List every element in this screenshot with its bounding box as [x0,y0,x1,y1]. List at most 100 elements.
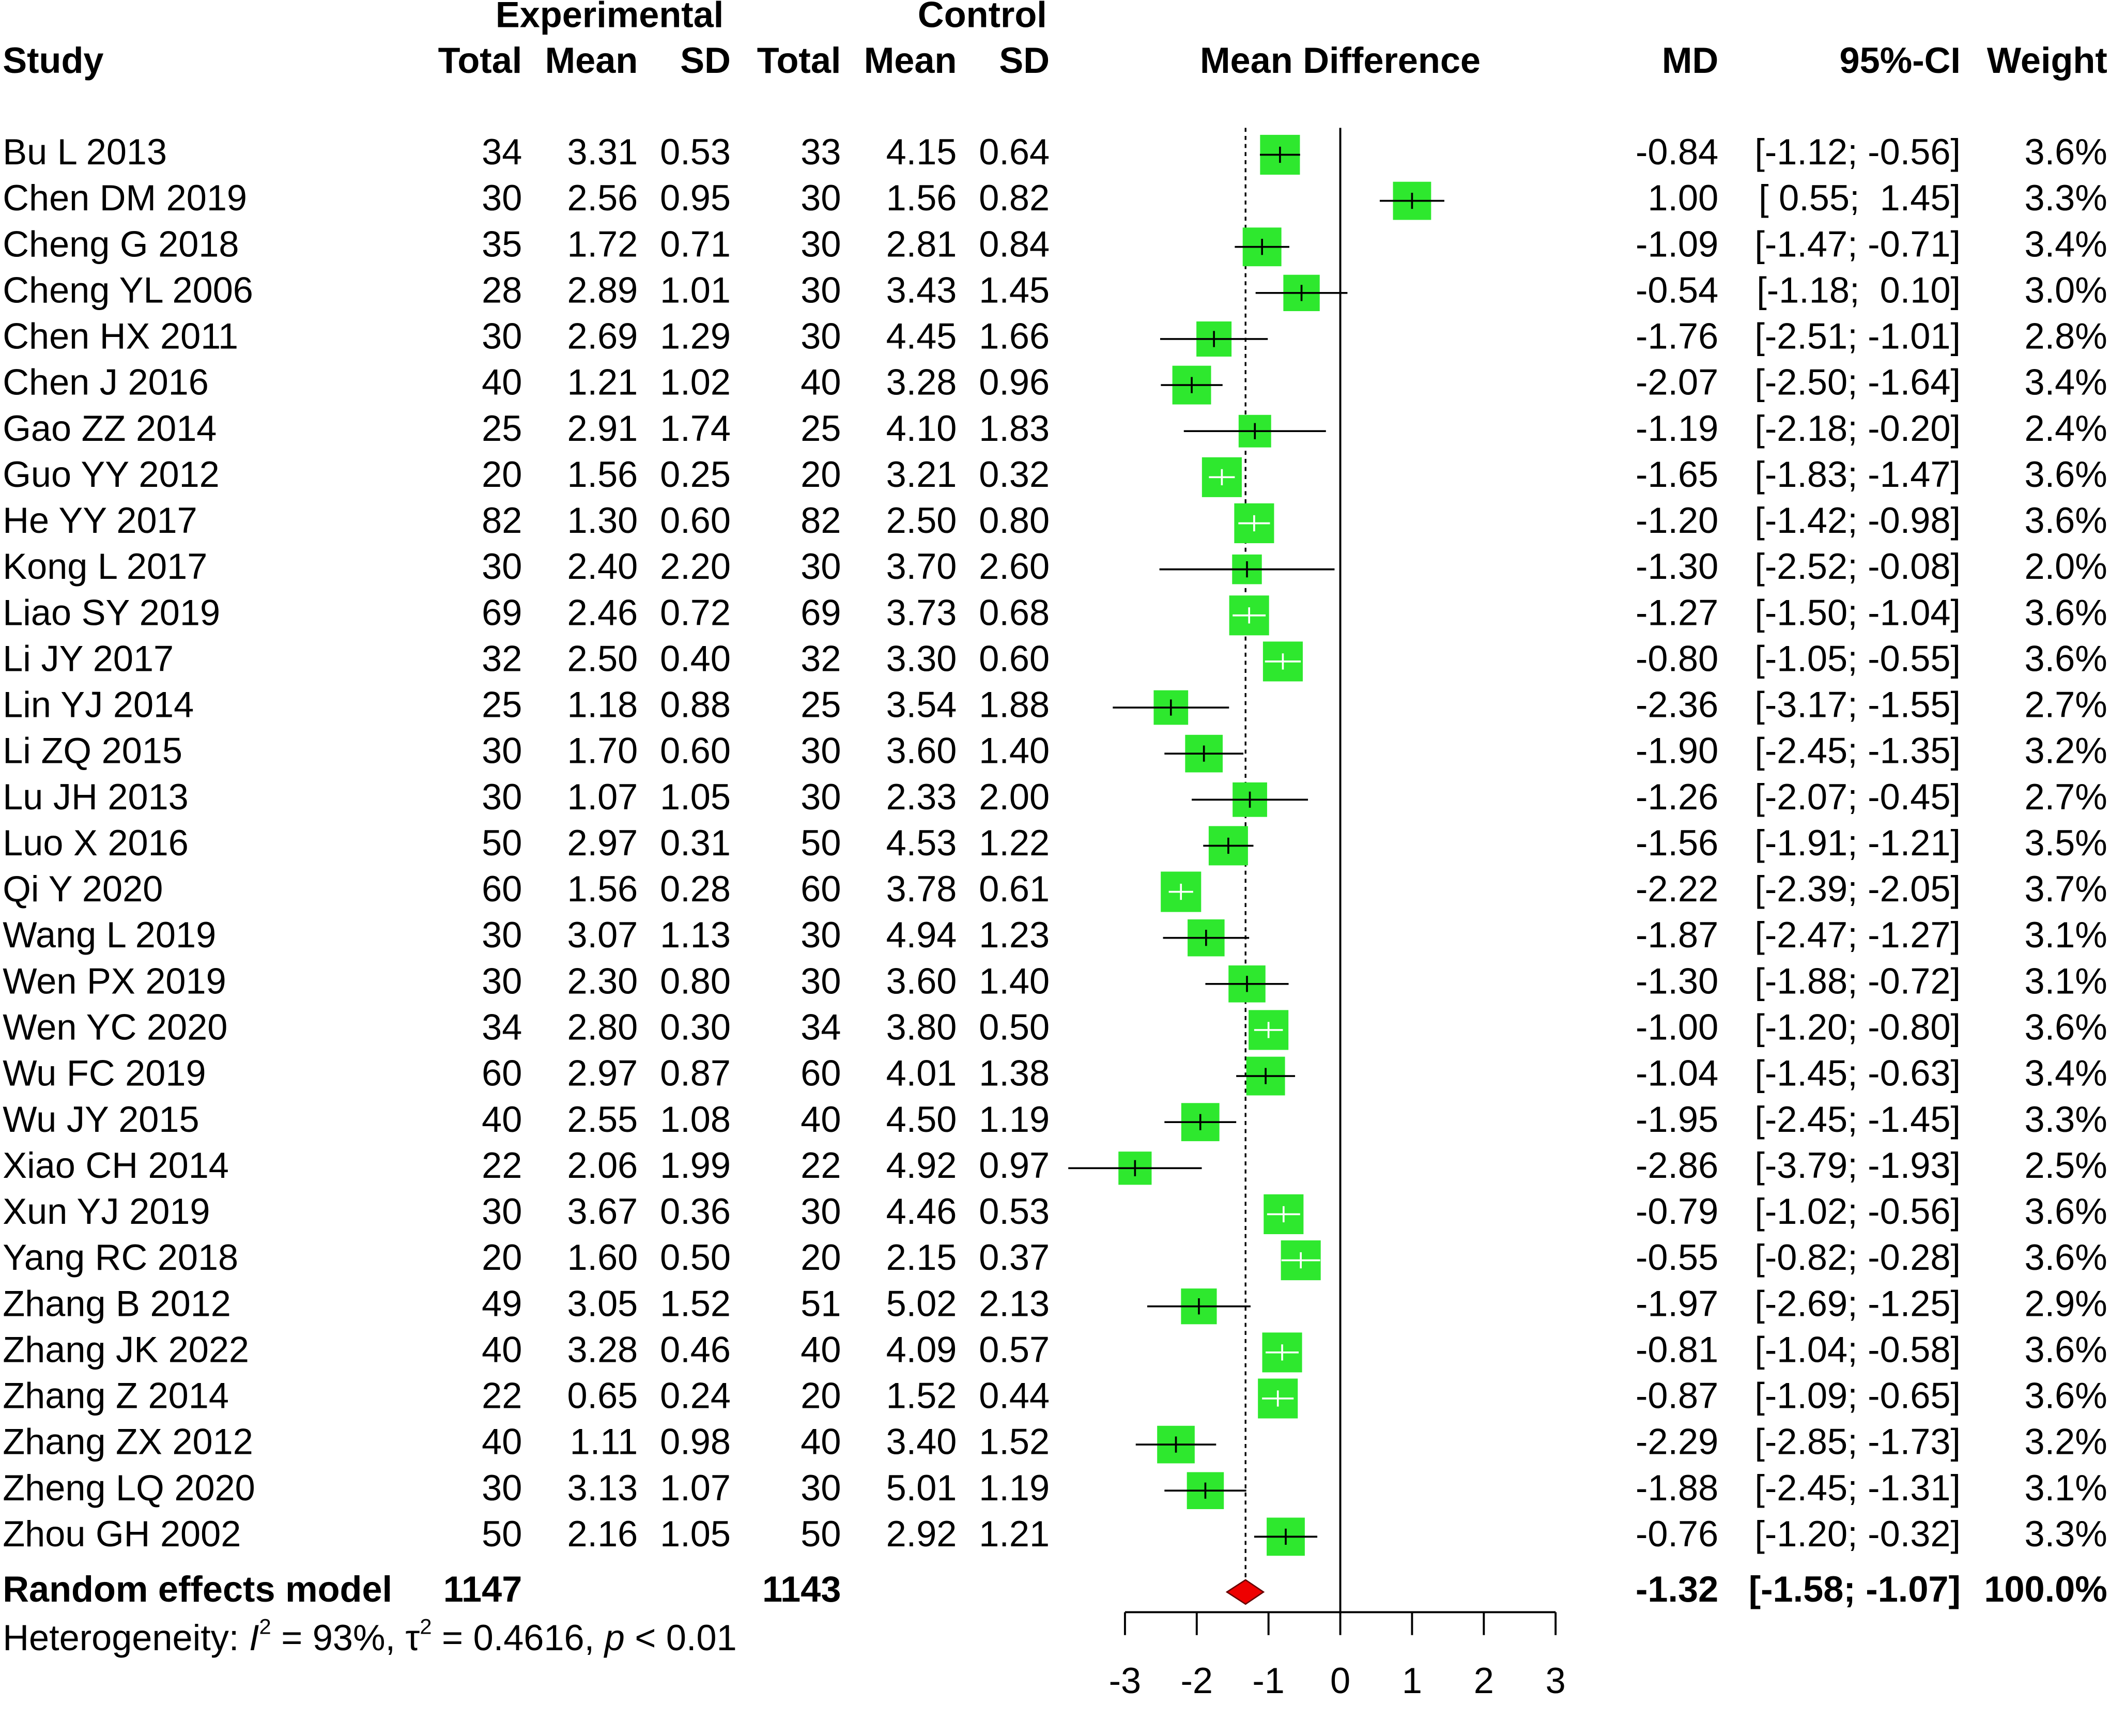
table-cell: 0.30 [660,1007,731,1048]
table-cell: 60 [800,868,841,909]
x-tick-label: 0 [1330,1660,1350,1701]
table-cell: 22 [482,1375,522,1416]
ci-label: [-1.12; -0.56] [1754,131,1961,172]
md-label: -2.07 [1636,362,1718,403]
table-cell: 0.97 [979,1145,1050,1186]
table-cell: 2.50 [567,638,638,679]
table-cell: 2.00 [979,776,1050,817]
weight-label: 3.3% [2025,177,2107,218]
table-cell: 5.01 [886,1467,957,1508]
column-header: MD [1662,40,1718,81]
x-tick-label: 3 [1546,1660,1566,1701]
weight-label: 3.6% [2025,1191,2107,1232]
ci-label: [-2.52; -0.08] [1754,546,1961,587]
md-label: -0.87 [1636,1375,1718,1416]
ci-label: [-2.51; -1.01] [1754,316,1961,357]
table-cell: 25 [800,408,841,449]
table-cell: 2.69 [567,316,638,357]
weight-label: 3.0% [2025,269,2107,310]
weight-label: 2.5% [2025,1145,2107,1186]
study-name: Chen HX 2011 [3,316,238,357]
table-cell: 40 [800,1329,841,1370]
weight-label: 3.6% [2025,1237,2107,1278]
md-label: -0.79 [1636,1191,1718,1232]
table-cell: 2.97 [567,1053,638,1094]
table-cell: 30 [800,546,841,587]
table-cell: 0.46 [660,1329,731,1370]
table-cell: 3.30 [886,638,957,679]
table-cell: 82 [800,500,841,541]
study-name: Gao ZZ 2014 [3,408,217,449]
table-cell: 4.50 [886,1099,957,1140]
md-label: -1.20 [1636,500,1718,541]
md-label: -1.27 [1636,592,1718,633]
table-cell: 40 [482,1421,522,1462]
weight-label: 3.6% [2025,638,2107,679]
table-cell: 1.02 [660,362,731,403]
table-cell: 1.52 [979,1421,1050,1462]
table-cell: 0.82 [979,177,1050,218]
table-cell: 1.74 [660,408,731,449]
table-cell: 0.68 [979,592,1050,633]
md-label: -1.30 [1636,546,1718,587]
table-cell: 0.60 [660,730,731,771]
md-label: -1.88 [1636,1467,1718,1508]
table-cell: 1.18 [567,684,638,725]
md-label: -1.00 [1636,1007,1718,1048]
heterogeneity-text: < 0.01 [625,1617,737,1658]
table-cell: 1.05 [660,1513,731,1554]
pooled-diamond [1225,1579,1265,1605]
table-cell: 1.07 [567,776,638,817]
column-header: SD [999,40,1050,81]
column-header: SD [680,40,731,81]
ci-label: [-2.45; -1.35] [1754,730,1961,771]
table-cell: 50 [482,1513,522,1554]
table-cell: 0.84 [979,223,1050,264]
table-cell: 30 [482,776,522,817]
table-cell: 2.97 [567,822,638,863]
table-cell: 3.67 [567,1191,638,1232]
table-cell: 40 [800,1099,841,1140]
md-label: -0.81 [1636,1329,1718,1370]
ci-label: [-2.07; -0.45] [1754,776,1961,817]
table-cell: 30 [800,914,841,955]
table-cell: 4.01 [886,1053,957,1094]
md-label: -0.76 [1636,1513,1718,1554]
table-cell: 1.07 [660,1467,731,1508]
study-name: Xun YJ 2019 [3,1191,210,1232]
ci-label: [-2.47; -1.27] [1754,914,1961,955]
table-cell: 2.89 [567,269,638,310]
table-cell: 1.99 [660,1145,731,1186]
table-cell: 1.88 [979,684,1050,725]
table-cell: 0.28 [660,868,731,909]
study-name: Liao SY 2019 [3,592,220,633]
table-cell: 20 [800,1237,841,1278]
table-cell: 30 [482,1191,522,1232]
weight-label: 3.2% [2025,1421,2107,1462]
pooled-name: Random effects model [3,1569,392,1609]
table-cell: 30 [800,730,841,771]
table-cell: 2.46 [567,592,638,633]
table-cell: 20 [800,1375,841,1416]
table-cell: 22 [482,1145,522,1186]
table-cell: 2.16 [567,1513,638,1554]
table-cell: 3.13 [567,1467,638,1508]
table-cell: 1.19 [979,1467,1050,1508]
table-cell: 40 [800,362,841,403]
md-label: 1.00 [1647,177,1718,218]
table-cell: 1.01 [660,269,731,310]
table-cell: 2.91 [567,408,638,449]
table-cell: 1.29 [660,316,731,357]
study-name: Luo X 2016 [3,822,189,863]
weight-label: 3.4% [2025,223,2107,264]
weight-label: 3.3% [2025,1513,2107,1554]
study-name: Li ZQ 2015 [3,730,182,771]
table-cell: 1.08 [660,1099,731,1140]
table-cell: 1.52 [886,1375,957,1416]
table-cell: 3.70 [886,546,957,587]
weight-label: 3.4% [2025,1053,2107,1094]
table-cell: 50 [800,822,841,863]
table-cell: 3.40 [886,1421,957,1462]
table-cell: 1.19 [979,1099,1050,1140]
weight-label: 3.2% [2025,730,2107,771]
